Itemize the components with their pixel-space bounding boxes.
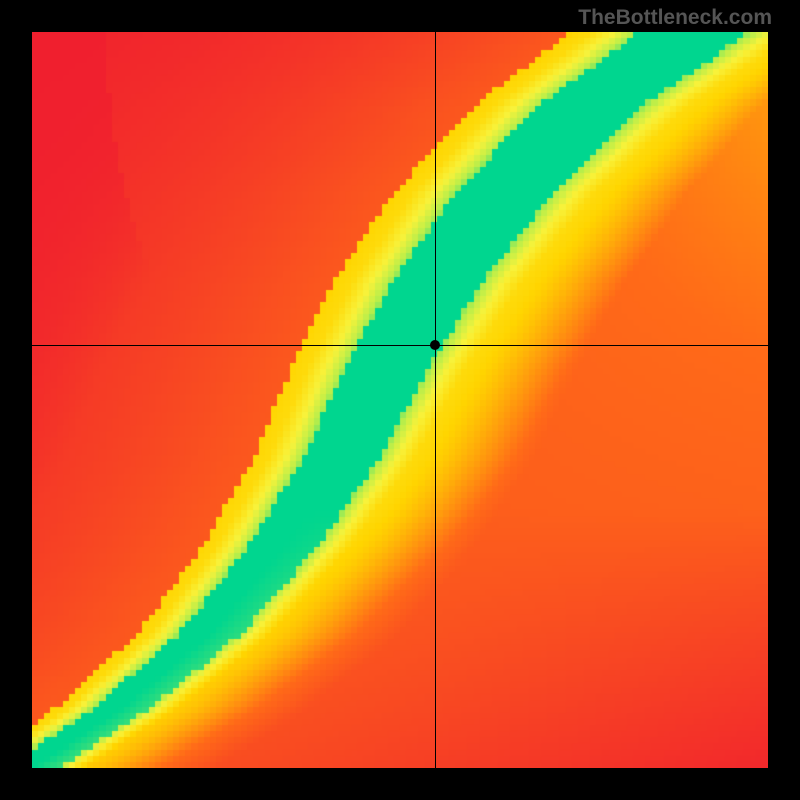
crosshair-vertical — [435, 32, 436, 768]
heatmap-canvas — [32, 32, 768, 768]
crosshair-horizontal — [32, 345, 768, 346]
watermark-text: TheBottleneck.com — [578, 6, 772, 30]
selected-point-marker — [430, 340, 440, 350]
heatmap-plot — [32, 32, 768, 768]
